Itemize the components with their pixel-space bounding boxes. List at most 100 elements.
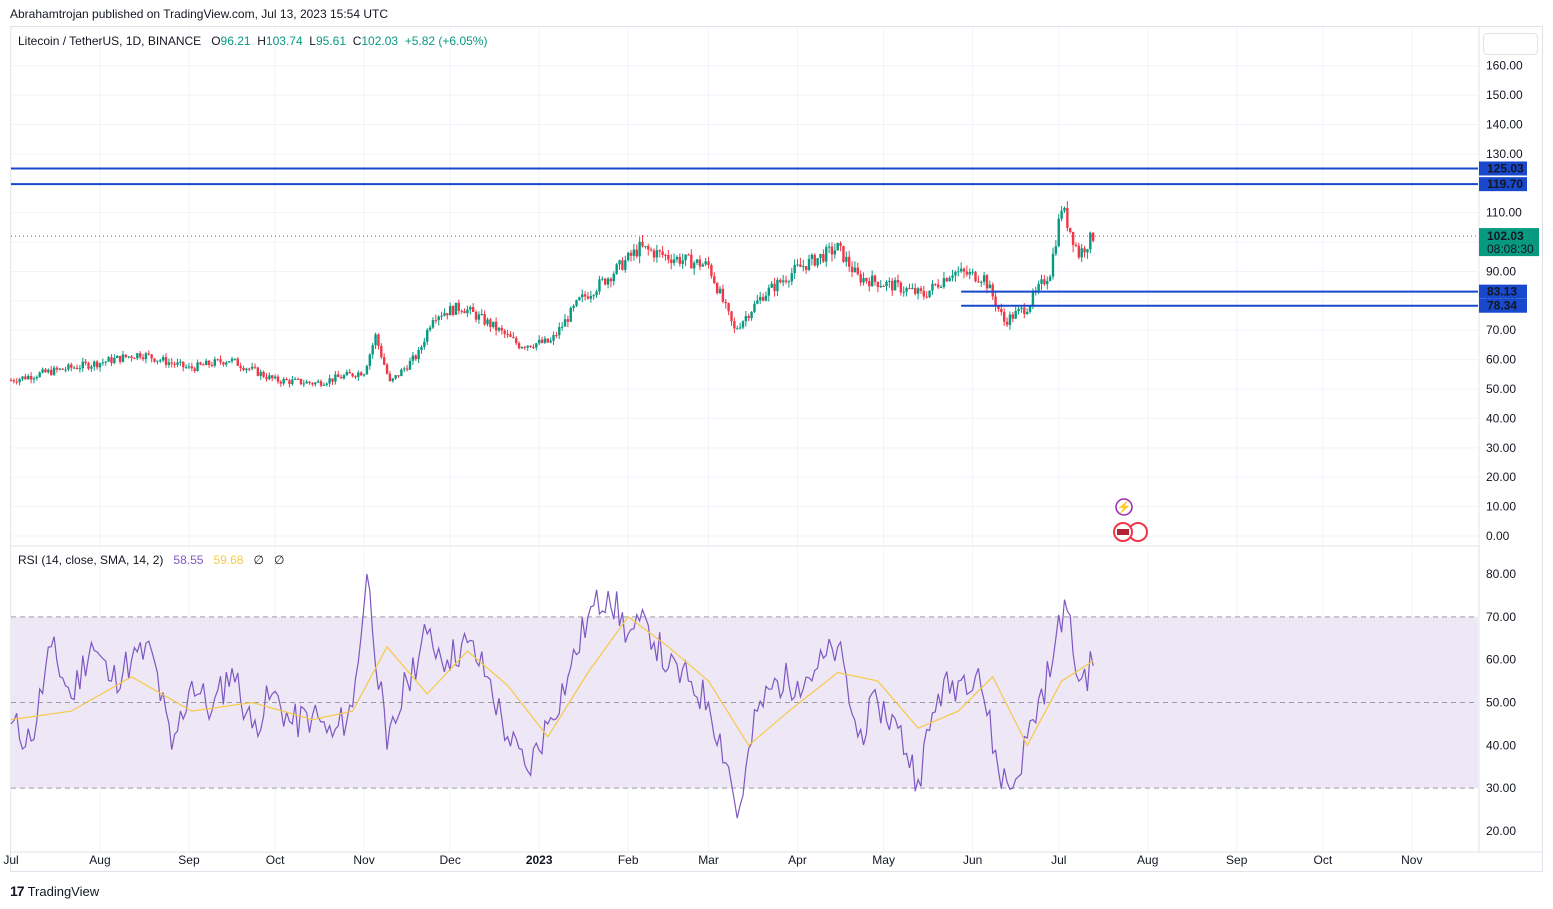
lightning-event-icon[interactable]: [1115, 498, 1133, 516]
candle-body: [113, 358, 116, 364]
candle-body: [58, 368, 61, 370]
candle-body: [70, 364, 73, 368]
candle-body: [322, 384, 326, 386]
candle-body: [35, 377, 39, 379]
candle-body: [661, 251, 664, 255]
close-label: C: [352, 34, 362, 48]
candle-body: [147, 353, 150, 355]
candle-body: [891, 280, 894, 291]
time-axis-tick: May: [872, 853, 895, 867]
candle-body: [130, 356, 133, 359]
candle-body: [296, 378, 300, 380]
candle-body: [354, 376, 357, 378]
candle-body: [868, 281, 871, 287]
candle-body: [707, 261, 710, 265]
candle-body: [497, 327, 501, 331]
candle-body: [1000, 309, 1003, 313]
tradingview-logo[interactable]: 17 TradingView: [10, 883, 99, 899]
candle-body: [939, 286, 943, 288]
scale-toggle-button[interactable]: [1483, 33, 1538, 55]
candle-body: [692, 262, 696, 269]
candle-body: [770, 283, 773, 288]
candle-body: [454, 302, 458, 315]
candle-body: [764, 295, 768, 301]
price-axis-tick: 10.00: [1486, 500, 1516, 514]
candle-body: [589, 295, 593, 299]
candle-body: [362, 374, 366, 376]
candle-body: [690, 254, 693, 269]
candle-body: [647, 246, 650, 250]
candle-body: [480, 313, 483, 315]
candle-body: [578, 297, 581, 301]
candle-body: [980, 281, 983, 283]
candle-body: [250, 366, 254, 369]
candle-body: [219, 359, 222, 363]
candle-body: [517, 343, 521, 349]
candle-body: [552, 335, 555, 341]
candle-body: [827, 246, 831, 248]
candle-body: [784, 280, 788, 282]
candle-body: [859, 274, 862, 283]
candle-body: [925, 296, 928, 298]
candle-body: [773, 283, 776, 292]
candle-body: [460, 310, 463, 312]
candle-body: [411, 355, 415, 361]
candle-body: [962, 268, 966, 272]
rsi-line[interactable]: [10, 573, 1094, 819]
candle-body: [32, 378, 36, 380]
candle-body: [227, 361, 231, 363]
candle-body: [27, 375, 30, 380]
candle-body: [239, 365, 242, 368]
rsi-sma-line[interactable]: [10, 615, 1094, 747]
candle-body: [515, 338, 518, 344]
candle-body: [104, 361, 107, 363]
low-value: 95.61: [315, 34, 347, 48]
candle-body: [47, 369, 50, 373]
candle-body: [977, 281, 980, 283]
candle-body: [210, 364, 214, 366]
candle-body: [916, 288, 920, 294]
rsi-axis-tick: 40.00: [1486, 738, 1516, 752]
candle-body: [305, 381, 308, 384]
candle-body: [1051, 253, 1055, 277]
candle-body: [664, 254, 667, 256]
candle-body: [469, 306, 472, 310]
candle-body: [744, 315, 748, 322]
time-axis-tick: Jul: [3, 853, 18, 867]
candle-body: [658, 250, 661, 252]
price-axis-tick: 110.00: [1486, 206, 1522, 220]
candle-body: [888, 280, 891, 282]
rsi-title[interactable]: RSI (14, close, SMA, 14, 2): [18, 553, 164, 567]
candle-body: [902, 291, 905, 293]
candle-body: [207, 360, 211, 365]
candle-body: [328, 378, 331, 384]
time-axis-tick: Nov: [353, 853, 374, 867]
candle-body: [523, 347, 527, 349]
candle-body: [555, 335, 558, 337]
candle-body: [101, 362, 105, 364]
candle-body: [141, 357, 145, 360]
symbol-title[interactable]: Litecoin / TetherUS, 1D, BINANCE: [18, 34, 202, 48]
candle-body: [457, 302, 461, 311]
candle-body: [486, 319, 489, 325]
candle-body: [759, 296, 762, 301]
candle-body: [1077, 245, 1081, 258]
candle-body: [601, 278, 604, 280]
candle-body: [807, 258, 811, 270]
candle-body: [400, 369, 403, 377]
candle-body: [388, 373, 392, 382]
candle-body: [173, 363, 176, 365]
candle-body: [595, 291, 598, 296]
candle-body: [957, 271, 960, 273]
candle-body: [256, 367, 260, 376]
time-axis-tick: Mar: [698, 853, 719, 867]
candle-body: [331, 378, 334, 382]
candle-body: [936, 284, 940, 288]
candle-body: [787, 281, 791, 283]
open-label: O: [211, 34, 221, 48]
candle-body: [968, 272, 971, 275]
candle-body: [793, 264, 796, 274]
candle-body: [767, 287, 771, 296]
last-price-label-bg: [1479, 228, 1539, 257]
